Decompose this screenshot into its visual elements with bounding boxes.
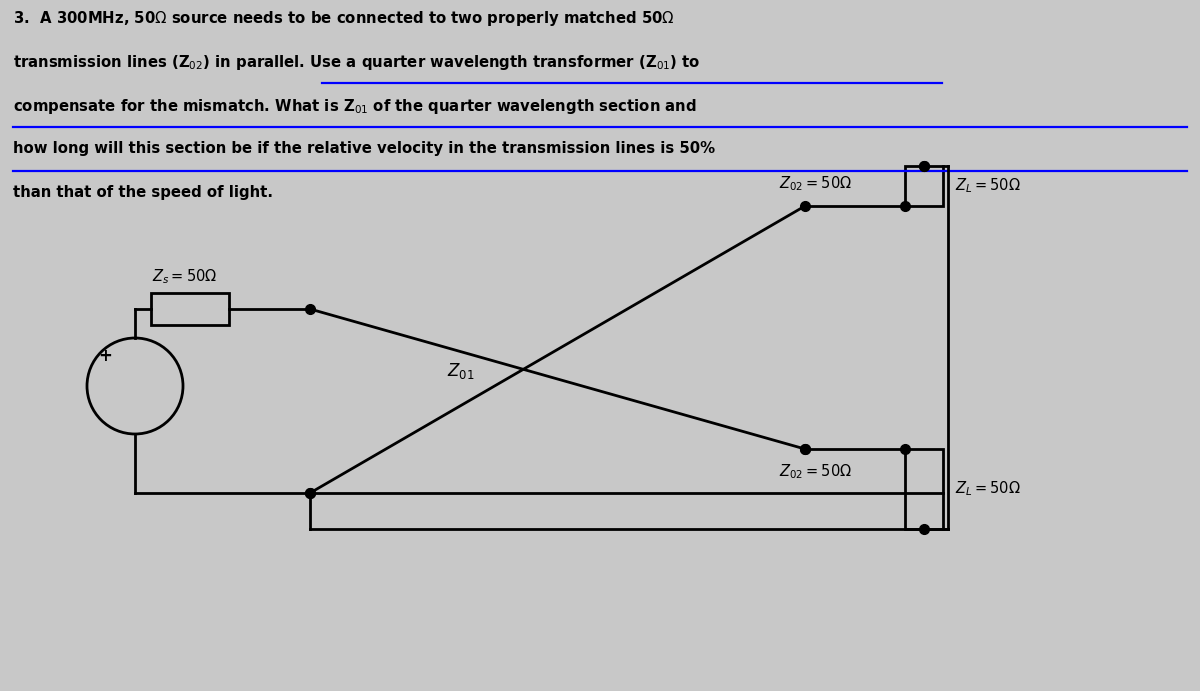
Text: +: + — [98, 347, 112, 365]
Text: than that of the speed of light.: than that of the speed of light. — [13, 185, 274, 200]
FancyBboxPatch shape — [151, 293, 229, 325]
Text: $Z_{02} = 50\Omega$: $Z_{02} = 50\Omega$ — [779, 174, 852, 193]
Text: transmission lines (Z$_{02}$) in parallel. Use a quarter wavelength transformer : transmission lines (Z$_{02}$) in paralle… — [13, 53, 701, 72]
Text: 3.  A 300MHz, 50$\Omega$ source needs to be connected to two properly matched 50: 3. A 300MHz, 50$\Omega$ source needs to … — [13, 9, 674, 28]
Text: compensate for the mismatch. What is Z$_{01}$ of the quarter wavelength section : compensate for the mismatch. What is Z$_… — [13, 97, 697, 116]
FancyBboxPatch shape — [905, 166, 943, 206]
Text: $Z_s = 50\Omega$: $Z_s = 50\Omega$ — [152, 267, 217, 286]
Text: $Z_{02} = 50\Omega$: $Z_{02} = 50\Omega$ — [779, 462, 852, 481]
FancyBboxPatch shape — [905, 449, 943, 529]
Text: $Z_L = 50\Omega$: $Z_L = 50\Omega$ — [955, 177, 1020, 196]
Text: how long will this section be if the relative velocity in the transmission lines: how long will this section be if the rel… — [13, 141, 715, 156]
Text: $Z_L = 50\Omega$: $Z_L = 50\Omega$ — [955, 480, 1020, 498]
Text: $Z_{01}$: $Z_{01}$ — [448, 361, 475, 381]
